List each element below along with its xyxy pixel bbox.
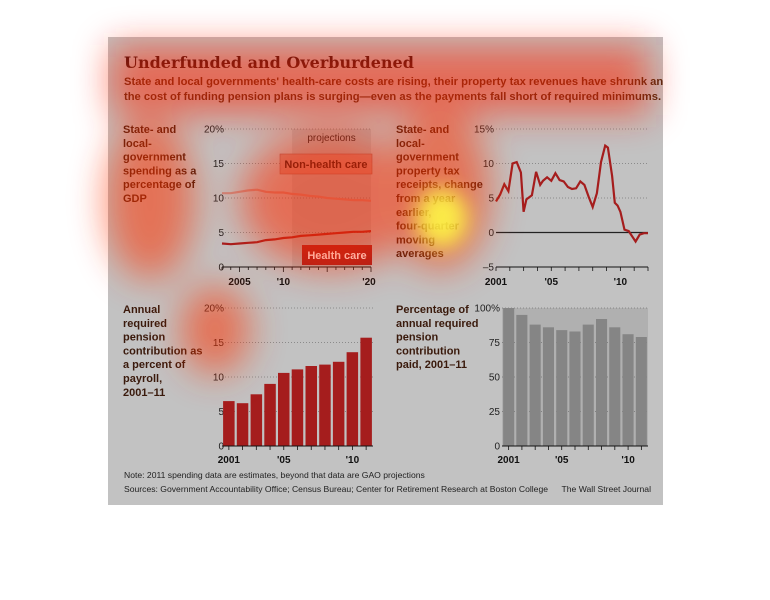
subtitle-line-2: the cost of funding pension plans is sur… [124, 91, 661, 103]
panel-label-line: earlier, [396, 207, 431, 219]
panel-label-line: required [123, 318, 167, 330]
x-tick-label: '10 [621, 455, 635, 466]
panel-label-line: State- and [123, 124, 176, 136]
y-tick-label: 100% [474, 304, 500, 315]
projection-label: projections [307, 133, 355, 144]
bar-2003 [250, 394, 263, 447]
y-tick-label: 10 [213, 194, 225, 205]
y-tick-label: 15 [213, 338, 225, 349]
panel-label-line: from a year [396, 193, 456, 205]
x-tick-label: 2001 [485, 277, 508, 288]
panel-label-line: a percent of [123, 359, 186, 371]
y-tick-label: 0 [494, 442, 500, 453]
y-tick-label: 10 [483, 159, 495, 170]
panel-label-line: government [396, 152, 459, 164]
y-tick-label: 0 [488, 228, 494, 239]
footer-credit: The Wall Street Journal [562, 484, 652, 494]
series-label-health-care: Health care [307, 250, 366, 262]
panel-label-line: spending as a [123, 165, 197, 177]
y-tick-label: 10 [213, 373, 225, 384]
y-tick-label: –5 [483, 263, 495, 274]
bar-2002 [236, 403, 249, 446]
panel-label-line: pension [123, 332, 165, 344]
footer-note: Note: 2011 spending data are estimates, … [124, 470, 425, 480]
panel-label-line: paid, 2001–11 [396, 359, 467, 371]
x-tick-label: '10 [346, 455, 360, 466]
panel-label-line: annual required [396, 318, 479, 330]
bar-2004 [264, 383, 276, 446]
y-tick-label: 20% [204, 125, 224, 136]
bar-2003 [529, 324, 541, 446]
y-tick-label: 25 [489, 407, 501, 418]
bar-2001 [223, 401, 235, 446]
chart-card: Underfunded and Overburdened State and l… [108, 37, 663, 505]
x-tick-label: '10 [614, 277, 628, 288]
y-tick-label: 20% [204, 304, 224, 315]
x-tick-label: '05 [555, 455, 569, 466]
panel-label-line: receipts, change [396, 179, 483, 191]
bar-2007 [582, 324, 594, 446]
x-tick-label: 2005 [228, 277, 251, 288]
bar-2005 [556, 330, 568, 446]
panel-label-line: contribution [396, 345, 460, 357]
bar-2010 [622, 334, 634, 446]
x-tick-label: '20 [362, 277, 376, 288]
bar-2007 [305, 366, 317, 446]
bar-2001 [503, 308, 515, 446]
panel-label-line: State- and [396, 124, 449, 136]
bar-2004 [542, 327, 554, 446]
y-tick-label: 15 [213, 159, 225, 170]
x-tick-label: '05 [277, 455, 291, 466]
bar-2008 [319, 364, 331, 446]
bar-2008 [596, 319, 608, 446]
chart-svg: Underfunded and Overburdened State and l… [123, 53, 663, 494]
panel-label-line: property tax [396, 165, 460, 177]
panel-label-line: payroll, [123, 373, 162, 385]
panel-label-line: Percentage of [396, 304, 469, 316]
panel-label-line: local- [123, 138, 152, 150]
panel-label-line: GDP [123, 193, 147, 205]
x-tick-label: 2001 [218, 455, 241, 466]
bar-2006 [569, 331, 581, 446]
panel-label-line: moving [396, 234, 435, 246]
x-tick-label: '05 [545, 277, 559, 288]
x-tick-label: 2001 [498, 455, 521, 466]
x-tick-label: '10 [277, 277, 291, 288]
bar-2009 [609, 327, 621, 446]
panel-label-line: local- [396, 138, 425, 150]
y-tick-label: 75 [489, 338, 501, 349]
bar-2010 [346, 352, 359, 446]
subtitle-line-1: State and local governments' health-care… [124, 76, 663, 88]
panel-label-line: percentage of [123, 179, 195, 191]
panel-pension-paid: Percentage of annual required pensioncontr… [396, 304, 648, 466]
bar-2002 [516, 314, 528, 446]
panel-label-line: 2001–11 [123, 387, 165, 399]
bar-2005 [278, 372, 290, 446]
y-tick-label: 0 [218, 442, 224, 453]
bar-2011 [635, 337, 647, 446]
y-tick-label: 0 [218, 263, 224, 274]
chart-title: Underfunded and Overburdened [124, 53, 414, 72]
panel-label-line: pension [396, 332, 438, 344]
y-tick-label: 5 [218, 228, 224, 239]
panel-label-line: contribution as [123, 345, 202, 357]
panel-label-line: Annual [123, 304, 160, 316]
bar-2006 [291, 369, 304, 446]
panel-label-line: four-quarter [396, 221, 460, 233]
y-tick-label: 15% [474, 125, 494, 136]
footer-sources: Sources: Government Accountability Offic… [124, 484, 548, 494]
y-tick-label: 50 [489, 373, 501, 384]
y-tick-label: 5 [218, 407, 224, 418]
bar-2009 [332, 361, 345, 446]
y-tick-label: 5 [488, 194, 494, 205]
panel-label-line: government [123, 152, 186, 164]
series-label-non-health-care: Non-health care [284, 159, 367, 171]
bar-2011 [360, 337, 372, 446]
panel-label-line: averages [396, 248, 444, 260]
series-line-property-tax [495, 143, 648, 244]
